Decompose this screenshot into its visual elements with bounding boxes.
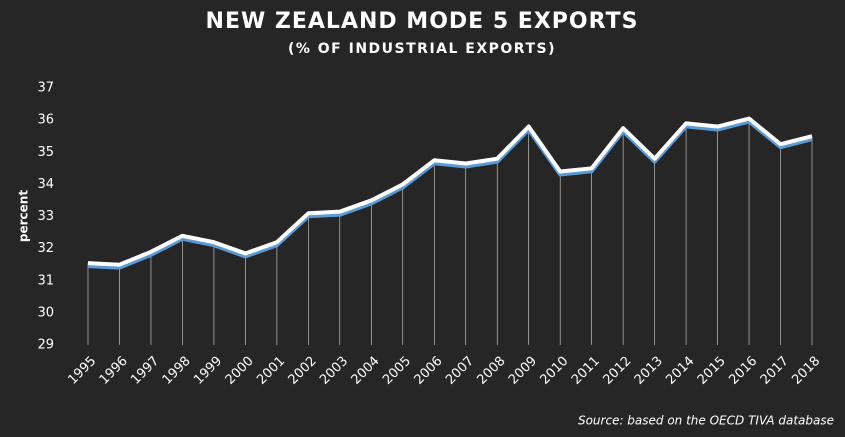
x-tick-label: 1998 xyxy=(160,354,194,388)
x-tick-label: 2002 xyxy=(286,354,320,388)
x-tick-label: 2016 xyxy=(726,354,760,388)
x-tick-label: 2015 xyxy=(695,354,729,388)
source-note: Source: based on the OECD TIVA database xyxy=(578,414,834,428)
x-tick-label: 1995 xyxy=(65,354,99,388)
x-tick-label: 2013 xyxy=(632,354,666,388)
y-tick-label: 32 xyxy=(37,241,54,256)
y-tick-label: 36 xyxy=(37,113,54,128)
y-tick-label: 33 xyxy=(37,209,54,224)
x-tick-label: 2012 xyxy=(600,354,634,388)
line-shadow xyxy=(87,119,813,270)
chart-subtitle: (% OF INDUSTRIAL EXPORTS) xyxy=(288,41,556,57)
x-tick-label: 2011 xyxy=(569,354,603,388)
x-tick-label: 2000 xyxy=(223,354,257,388)
x-tick-label: 2009 xyxy=(506,354,540,388)
x-tick-label: 2010 xyxy=(537,354,571,388)
x-tick-label: 1996 xyxy=(97,354,131,388)
y-tick-label: 29 xyxy=(37,338,54,353)
x-tick-label: 2001 xyxy=(254,354,288,388)
x-tick-label: 2004 xyxy=(349,354,383,388)
x-tick-label: 1999 xyxy=(191,354,225,388)
x-tick-label: 2003 xyxy=(317,354,351,388)
y-tick-label: 34 xyxy=(37,177,54,192)
x-tick-label: 2006 xyxy=(412,354,446,388)
x-tick-label: 2014 xyxy=(663,354,697,388)
x-tick-label: 1997 xyxy=(128,354,162,388)
y-tick-label: 37 xyxy=(37,81,54,96)
y-tick-label: 30 xyxy=(37,305,54,320)
x-tick-label: 2005 xyxy=(380,354,414,388)
chart-title: NEW ZEALAND MODE 5 EXPORTS xyxy=(206,9,639,34)
line xyxy=(87,116,813,267)
x-tick-label: 2018 xyxy=(789,354,823,388)
x-tick-label: 2008 xyxy=(475,354,509,388)
x-tick-label: 2007 xyxy=(443,354,477,388)
y-tick-label: 35 xyxy=(37,145,54,160)
y-axis-label: percent xyxy=(17,190,31,242)
y-tick-label: 31 xyxy=(37,273,54,288)
x-tick-label: 2017 xyxy=(758,354,792,388)
